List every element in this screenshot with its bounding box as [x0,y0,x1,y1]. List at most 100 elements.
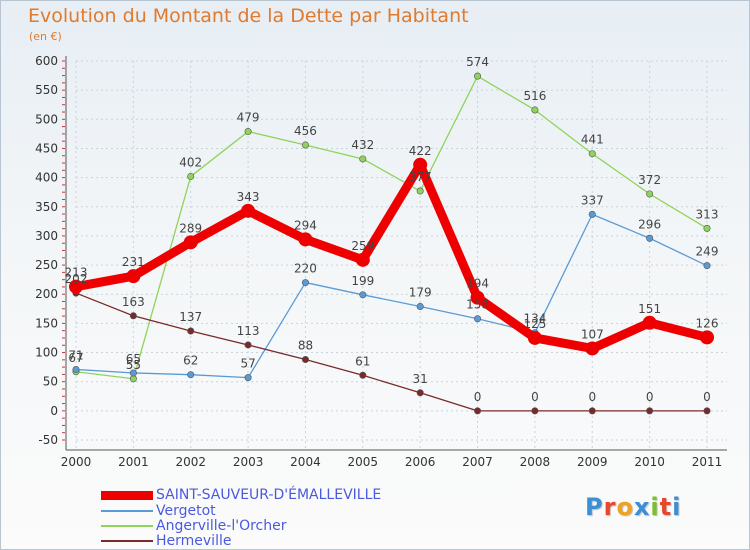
x-tick-label: 2011 [692,455,723,469]
data-point [416,302,424,310]
data-label: 337 [581,193,604,207]
data-label: 107 [581,327,604,341]
data-point [187,371,195,379]
data-point [646,234,654,242]
data-label: 479 [237,111,260,125]
data-label: 0 [703,390,711,404]
data-point [642,315,657,330]
data-label: 134 [523,312,546,326]
data-point [474,72,482,80]
legend-swatch [101,540,153,542]
y-tick-label: 450 [35,141,58,155]
data-point [301,279,309,287]
x-tick-label: 2009 [577,455,608,469]
data-point [359,371,367,379]
data-label: 137 [179,310,202,324]
data-label: 55 [126,358,141,372]
data-label: 125 [523,317,546,331]
data-label: 67 [68,351,83,365]
x-tick-label: 2010 [634,455,665,469]
data-point [187,172,195,180]
legend-item: Angerville-l'Orcher [101,518,286,534]
data-point [474,315,482,323]
data-point [69,279,83,294]
y-tick-label: 350 [35,200,58,214]
legend-item: Vergetot [101,503,216,519]
data-point [413,157,428,172]
data-point [527,330,542,345]
data-point [129,375,137,383]
data-point [700,330,714,345]
y-tick-label: 300 [35,229,58,243]
legend-label: SAINT-SAUVEUR-D'ÉMALLEVILLE [156,487,382,503]
data-label: 516 [523,89,546,103]
y-tick-label: 550 [35,83,58,97]
data-label: 0 [588,390,596,404]
data-point [703,407,711,415]
legend-swatch [101,490,153,500]
data-point [416,389,424,397]
data-point [129,369,137,377]
data-label: 61 [355,354,370,368]
data-label: 372 [638,173,661,187]
y-tick-label: 50 [43,375,58,389]
data-point [416,187,424,195]
data-label: 65 [126,352,141,366]
data-label: 432 [351,138,374,152]
legend-item: SAINT-SAUVEUR-D'ÉMALLEVILLE [101,487,381,503]
series-line-1 [75,213,708,379]
data-point [646,190,654,198]
y-tick-label: -50 [38,433,58,447]
data-label: 259 [351,239,374,253]
x-tick-label: 2005 [348,455,379,469]
data-point [359,291,367,299]
y-tick-label: 200 [35,287,58,301]
legend-swatch [101,525,153,527]
chart-title: Evolution du Montant de la Dette par Hab… [28,5,469,27]
data-label: 194 [466,277,489,291]
data-point [298,232,313,247]
legend-item: Hermeville [101,533,231,549]
data-label: 213 [65,266,88,280]
data-point [244,341,252,349]
data-label: 456 [294,124,317,138]
data-label: 163 [122,295,145,309]
x-tick-label: 2008 [520,455,551,469]
data-label: 422 [409,144,432,158]
data-label: 343 [237,190,260,204]
y-tick-label: 150 [35,316,58,330]
data-label: 220 [294,262,317,276]
data-point [588,150,596,158]
y-tick-label: 100 [35,346,58,360]
x-tick-label: 2002 [175,455,206,469]
chart-subtitle: (en €) [29,30,62,43]
data-point [183,235,198,250]
data-label: 377 [409,170,432,184]
data-label: 179 [409,285,432,299]
data-label: 231 [122,255,145,269]
data-label: 158 [466,298,489,312]
data-label: 313 [696,207,719,221]
legend-swatch [101,510,153,512]
data-point [474,407,482,415]
data-label: 126 [696,316,719,330]
data-point [531,407,539,415]
data-label: 71 [68,348,83,362]
data-label: 199 [351,274,374,288]
data-point [241,203,256,218]
data-point [588,210,596,218]
data-point [470,290,485,305]
y-tick-label: 0 [50,404,58,418]
y-tick-label: 600 [35,54,58,68]
series-line-0 [71,160,712,353]
data-point [703,224,711,232]
data-label: 289 [179,221,202,235]
data-label: 574 [466,55,489,69]
data-point [359,155,367,163]
data-label: 57 [240,357,255,371]
data-point [301,356,309,364]
data-point [129,312,137,320]
data-label: 62 [183,354,198,368]
